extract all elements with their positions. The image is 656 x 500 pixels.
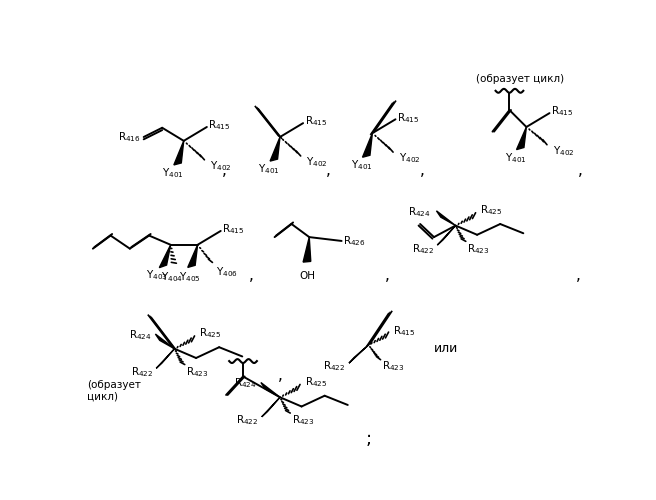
Polygon shape [261,382,280,398]
Text: $\mathregular{Y_{401}}$: $\mathregular{Y_{401}}$ [351,158,373,172]
Text: $\mathregular{R_{422}}$: $\mathregular{R_{422}}$ [131,365,153,379]
Text: $\mathregular{Y_{405}}$: $\mathregular{Y_{405}}$ [179,270,201,284]
Text: $\mathregular{R_{422}}$: $\mathregular{R_{422}}$ [236,414,258,428]
Text: $\mathregular{R_{415}}$: $\mathregular{R_{415}}$ [551,104,573,118]
Text: ,: , [277,368,283,383]
Text: $\mathregular{R_{424}}$: $\mathregular{R_{424}}$ [129,328,152,342]
Text: $\mathregular{R_{415}}$: $\mathregular{R_{415}}$ [393,324,416,338]
Text: $\mathregular{R_{415}}$: $\mathregular{R_{415}}$ [222,222,245,236]
Text: (образует цикл): (образует цикл) [476,74,564,84]
Text: $\mathregular{R_{422}}$: $\mathregular{R_{422}}$ [323,359,346,372]
Text: $\mathregular{Y_{404}}$: $\mathregular{Y_{404}}$ [161,270,183,284]
Text: ,: , [222,162,227,178]
Text: ,: , [420,162,425,178]
Polygon shape [438,226,455,245]
Polygon shape [156,349,174,368]
Text: $\mathregular{R_{423}}$: $\mathregular{R_{423}}$ [467,242,490,256]
Text: $\mathregular{R_{416}}$: $\mathregular{R_{416}}$ [117,130,140,144]
Polygon shape [349,345,369,363]
Polygon shape [262,398,280,417]
Polygon shape [155,334,174,349]
Text: ,: , [578,162,583,178]
Text: OH: OH [299,271,315,281]
Text: $\mathregular{Y_{401}}$: $\mathregular{Y_{401}}$ [504,151,527,164]
Text: $\mathregular{R_{423}}$: $\mathregular{R_{423}}$ [382,359,405,372]
Text: $\mathregular{R_{424}}$: $\mathregular{R_{424}}$ [234,376,257,390]
Text: $\mathregular{R_{415}}$: $\mathregular{R_{415}}$ [397,111,420,124]
Text: $\mathregular{Y_{402}}$: $\mathregular{Y_{402}}$ [399,152,420,166]
Polygon shape [174,141,184,165]
Text: $\mathregular{R_{426}}$: $\mathregular{R_{426}}$ [343,234,366,248]
Polygon shape [188,245,197,268]
Polygon shape [436,211,455,226]
Text: $\mathregular{Y_{403}}$: $\mathregular{Y_{403}}$ [146,268,168,282]
Text: (образует: (образует [87,380,141,390]
Text: ,: , [385,268,390,283]
Text: цикл): цикл) [87,391,119,401]
Text: $\mathregular{R_{425}}$: $\mathregular{R_{425}}$ [199,326,222,340]
Polygon shape [516,127,526,150]
Text: или: или [434,342,459,355]
Text: $\mathregular{R_{425}}$: $\mathregular{R_{425}}$ [304,375,327,389]
Text: $\mathregular{Y_{406}}$: $\mathregular{Y_{406}}$ [216,265,238,278]
Polygon shape [303,237,311,262]
Text: ,: , [249,268,254,283]
Text: $\mathregular{R_{415}}$: $\mathregular{R_{415}}$ [304,114,327,128]
Text: $\mathregular{Y_{401}}$: $\mathregular{Y_{401}}$ [258,162,280,176]
Text: $\mathregular{R_{425}}$: $\mathregular{R_{425}}$ [480,204,502,217]
Text: $\mathregular{Y_{402}}$: $\mathregular{Y_{402}}$ [306,156,328,170]
Polygon shape [159,245,171,268]
Text: ,: , [577,268,581,283]
Polygon shape [363,133,373,157]
Text: ;: ; [365,430,371,448]
Text: $\mathregular{R_{423}}$: $\mathregular{R_{423}}$ [186,365,209,379]
Text: $\mathregular{R_{424}}$: $\mathregular{R_{424}}$ [408,205,431,218]
Text: $\mathregular{Y_{402}}$: $\mathregular{Y_{402}}$ [552,144,574,158]
Text: ,: , [326,162,331,178]
Polygon shape [270,137,280,161]
Text: $\mathregular{Y_{401}}$: $\mathregular{Y_{401}}$ [162,166,184,180]
Text: $\mathregular{R_{423}}$: $\mathregular{R_{423}}$ [291,414,314,428]
Text: $\mathregular{Y_{402}}$: $\mathregular{Y_{402}}$ [210,160,232,173]
Text: $\mathregular{R_{415}}$: $\mathregular{R_{415}}$ [209,118,231,132]
Text: $\mathregular{R_{422}}$: $\mathregular{R_{422}}$ [411,242,434,256]
